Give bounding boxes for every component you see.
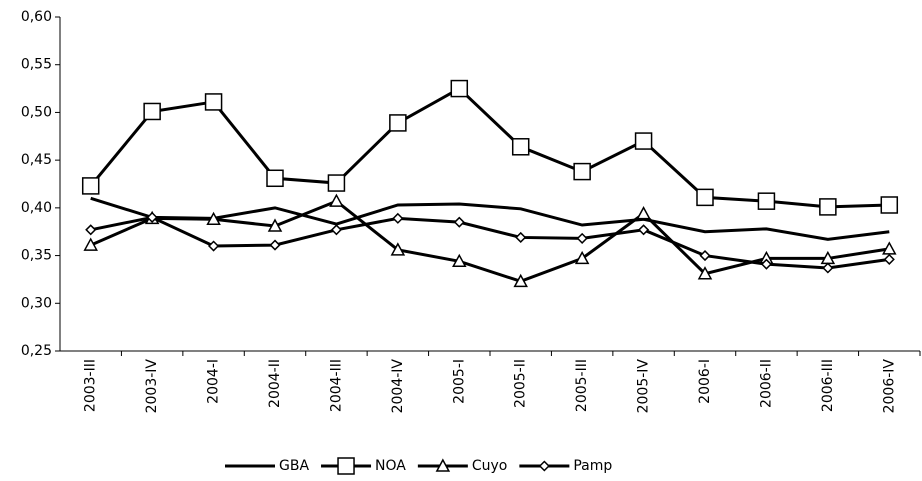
marker [206, 211, 221, 226]
marker [435, 458, 451, 472]
marker [330, 224, 342, 236]
marker [327, 174, 346, 192]
x-tick-label: 2004-I [206, 359, 222, 404]
marker [392, 212, 404, 224]
marker [269, 239, 281, 251]
marker [450, 79, 469, 98]
x-tick-label: 2005-IV [636, 359, 652, 414]
x-tick-label: 2003-IV [144, 359, 160, 414]
marker [389, 114, 407, 132]
marker [452, 253, 467, 268]
marker [267, 218, 283, 232]
marker [538, 460, 550, 472]
marker [146, 211, 158, 223]
x-tick-label: 2004-III [328, 359, 344, 412]
series-line [90, 215, 890, 270]
marker [266, 169, 284, 188]
marker [515, 231, 527, 244]
marker [513, 273, 528, 288]
series-line [90, 199, 890, 283]
marker [697, 266, 713, 280]
legend-label: GBA [279, 458, 309, 474]
marker [638, 224, 650, 236]
marker [453, 216, 465, 228]
y-tick-label: 0,35 [21, 248, 52, 264]
marker [81, 177, 100, 195]
y-tick-label: 0,30 [21, 295, 52, 311]
marker [696, 188, 714, 207]
x-tick-label: 2005-III [574, 359, 590, 412]
x-tick-label: 2006-III [820, 359, 836, 412]
marker [573, 162, 591, 181]
marker [143, 102, 161, 121]
marker [329, 193, 344, 207]
x-tick-label: 2004-II [267, 359, 283, 408]
marker [760, 258, 772, 270]
legend-label: NOA [375, 458, 406, 474]
x-tick-label: 2005-I [451, 359, 467, 404]
marker [636, 206, 651, 220]
x-tick-label: 2006-IV [881, 359, 897, 414]
marker [204, 93, 223, 111]
marker [819, 198, 837, 216]
marker [208, 240, 220, 252]
x-tick-label: 2003-III [83, 359, 99, 412]
marker [337, 457, 355, 475]
marker [699, 250, 711, 262]
legend-label: Cuyo [472, 458, 508, 474]
y-tick-label: 0,40 [21, 200, 52, 216]
marker [822, 262, 834, 274]
marker [883, 253, 895, 265]
y-tick-label: 0,50 [21, 104, 52, 120]
y-tick-label: 0,55 [21, 57, 52, 73]
x-tick-label: 2005-II [513, 359, 529, 408]
marker [85, 224, 97, 236]
marker [880, 196, 899, 214]
marker [634, 132, 653, 150]
legend-label: Pamp [573, 458, 612, 474]
marker [83, 237, 98, 251]
x-tick-label: 2004-IV [390, 359, 406, 414]
series-line [90, 196, 890, 241]
y-tick-label: 0,25 [21, 343, 52, 359]
series-line [89, 86, 890, 209]
y-tick-label: 0,60 [21, 9, 52, 25]
y-tick-label: 0,45 [21, 152, 52, 168]
marker [757, 192, 776, 210]
marker [511, 138, 530, 156]
x-tick-label: 2006-I [697, 359, 713, 404]
marker [574, 250, 590, 265]
marker [576, 232, 588, 244]
marker [390, 242, 406, 256]
x-tick-label: 2006-II [758, 359, 774, 408]
